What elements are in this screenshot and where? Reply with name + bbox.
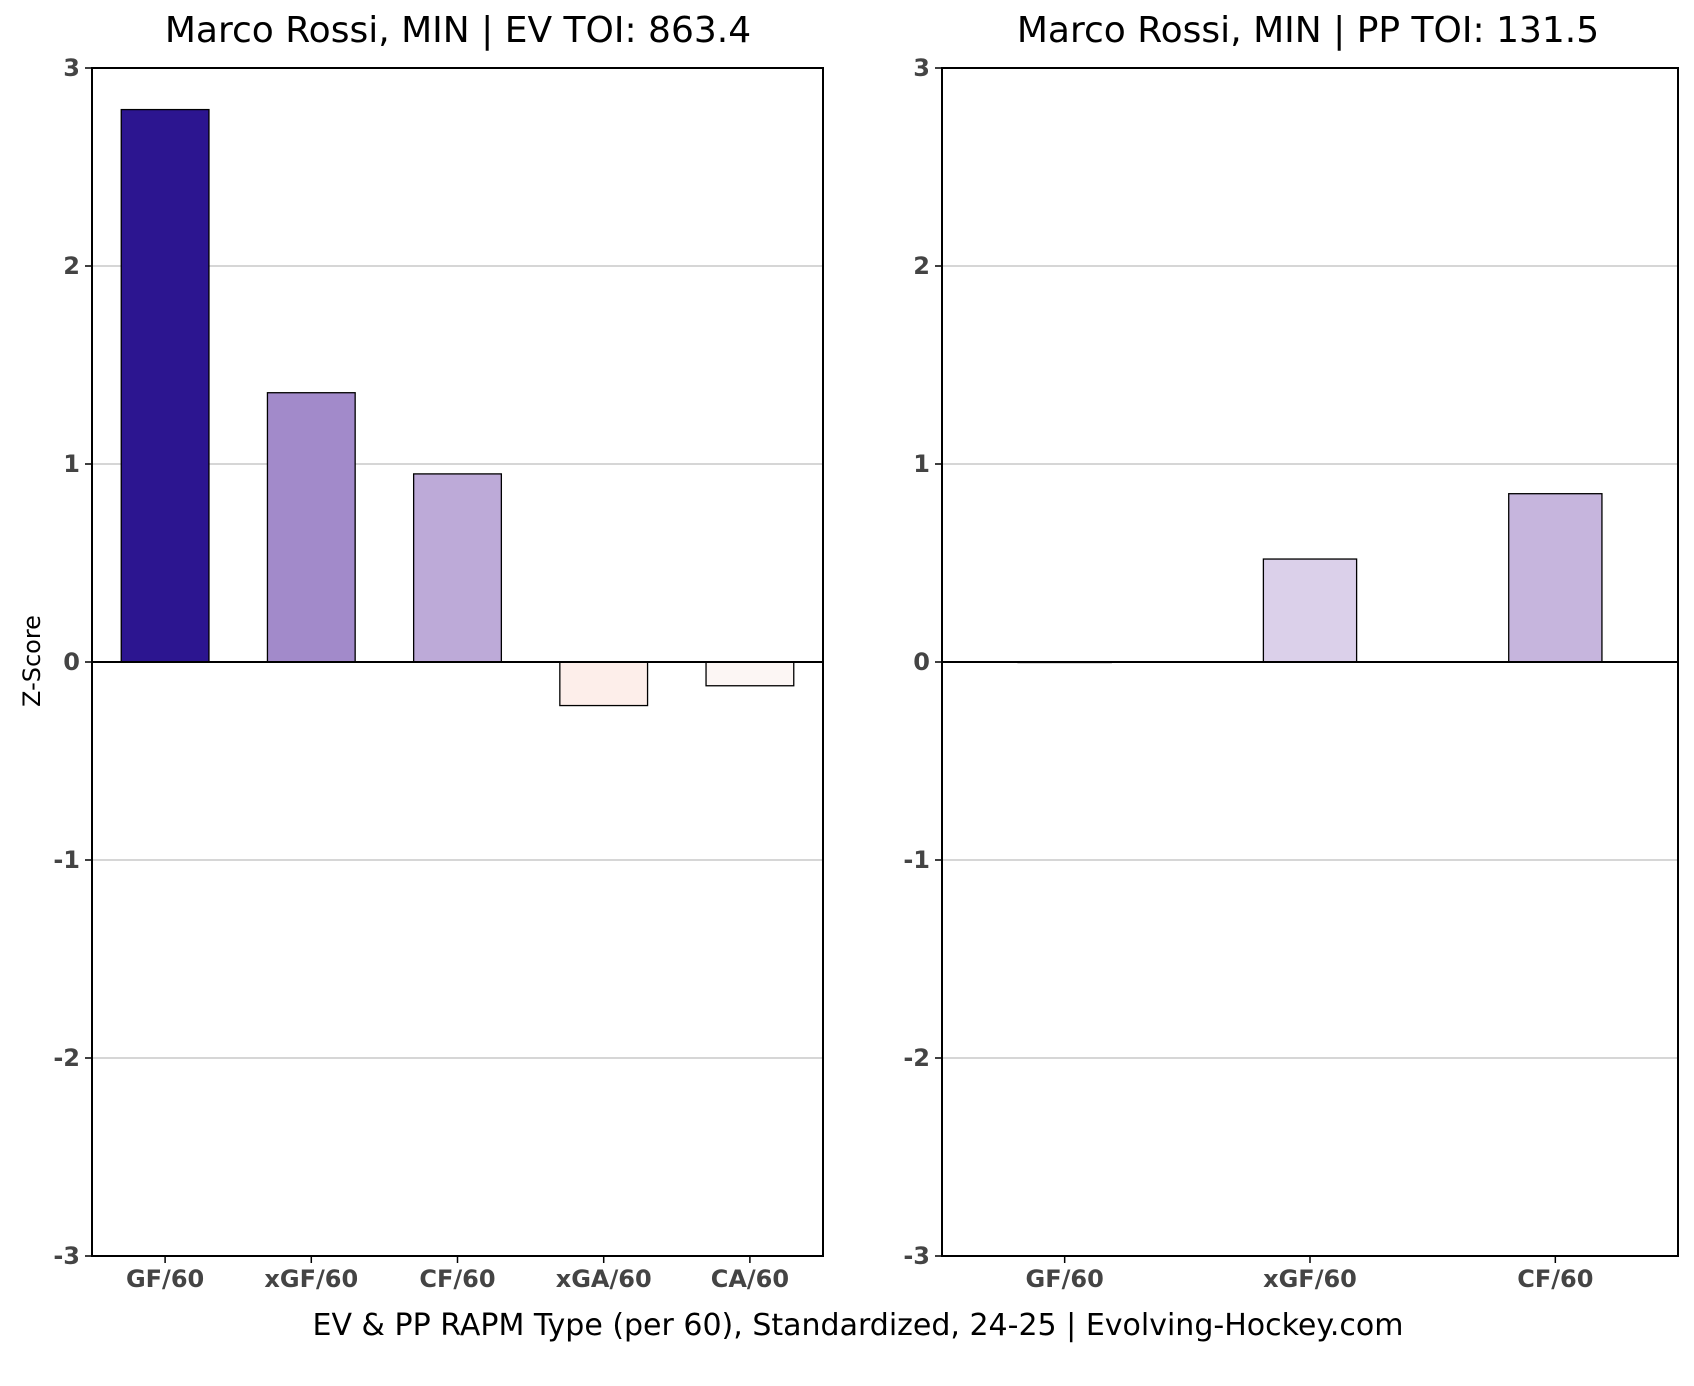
- x-tick-label: CF/60: [1517, 1265, 1593, 1293]
- plot-frame: [941, 67, 1679, 1257]
- x-tick-label: xGF/60: [264, 1265, 358, 1293]
- x-tick-label: GF/60: [126, 1265, 204, 1293]
- y-tick-label: 2: [913, 252, 930, 280]
- ev-chart-title: Marco Rossi, MIN | EV TOI: 863.4: [165, 10, 751, 51]
- y-tick-label: -2: [903, 1044, 930, 1072]
- bar-cf-60: [1508, 493, 1603, 663]
- y-tick-label: -1: [903, 846, 930, 874]
- bar-xgf-60: [266, 392, 356, 663]
- y-tick-label: -1: [53, 846, 80, 874]
- bar-xga-60: [559, 661, 649, 707]
- y-tick-label: 1: [913, 450, 930, 478]
- y-tick-label: 1: [63, 450, 80, 478]
- bar-cf-60: [412, 473, 503, 663]
- pp-rapm-panel: Marco Rossi, MIN | PP TOI: 131.5 -3 -2 -1 0…: [903, 10, 1679, 1293]
- x-tick-label: xGA/60: [556, 1265, 652, 1293]
- y-tick-label: -3: [53, 1242, 80, 1270]
- bar-xgf-60: [1262, 558, 1358, 663]
- y-tick-label: -3: [903, 1242, 930, 1270]
- ev-rapm-panel: Marco Rossi, MIN | EV TOI: 863.4 Z-Score…: [18, 10, 824, 1293]
- x-tick-label: xGF/60: [1263, 1265, 1357, 1293]
- y-axis-label: Z-Score: [18, 615, 46, 707]
- plot-frame: [91, 67, 824, 1257]
- pp-chart-title: Marco Rossi, MIN | PP TOI: 131.5: [1017, 10, 1599, 51]
- x-tick-label: GF/60: [1026, 1265, 1104, 1293]
- bar-gf-60: [120, 108, 210, 663]
- y-tick-label: 3: [63, 54, 80, 82]
- y-tick-label: 3: [913, 54, 930, 82]
- y-tick-label: 0: [913, 648, 930, 676]
- y-tick-label: 0: [63, 648, 80, 676]
- x-tick-label: CF/60: [419, 1265, 495, 1293]
- figure-caption: EV & PP RAPM Type (per 60), Standardized…: [313, 1308, 1404, 1343]
- bar-ca-60: [705, 661, 795, 687]
- x-tick-label: CA/60: [711, 1265, 789, 1293]
- y-tick-label: -2: [53, 1044, 80, 1072]
- y-tick-label: 2: [63, 252, 80, 280]
